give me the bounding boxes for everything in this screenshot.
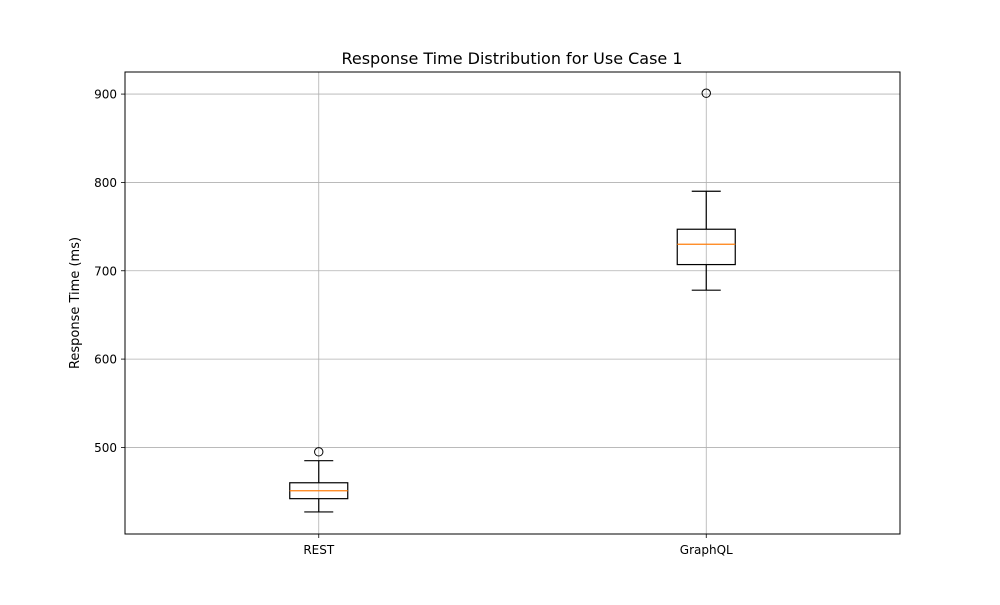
x-tick-label: GraphQL <box>680 543 733 557</box>
gridlines <box>125 72 900 534</box>
chart-title: Response Time Distribution for Use Case … <box>341 49 682 68</box>
plot-area-frame <box>125 72 900 534</box>
y-axis-label: Response Time (ms) <box>68 237 83 369</box>
x-tick-label: REST <box>303 543 335 557</box>
boxes <box>290 89 736 512</box>
ticks: 500 600 700 800 900 REST GraphQL <box>94 88 733 557</box>
y-tick-label: 800 <box>94 176 117 190</box>
y-tick-label: 500 <box>94 441 117 455</box>
y-tick-label: 600 <box>94 353 117 367</box>
y-tick-label: 700 <box>94 264 117 278</box>
y-tick-label: 900 <box>94 88 117 102</box>
